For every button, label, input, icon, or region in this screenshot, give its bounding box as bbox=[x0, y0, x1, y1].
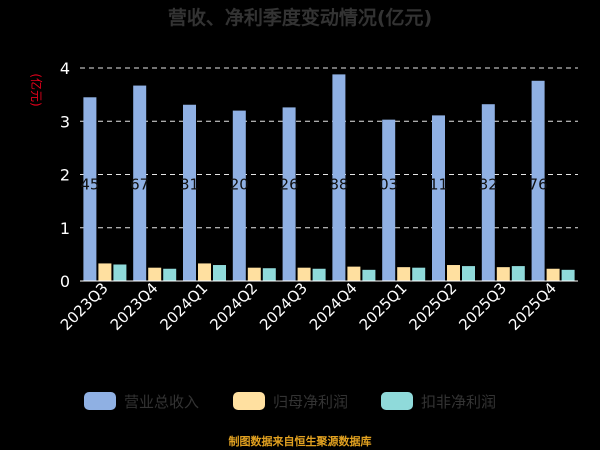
legend-item[interactable]: 营业总收入 bbox=[84, 392, 199, 411]
bar-net-profit bbox=[347, 266, 361, 281]
data-label: 31 bbox=[180, 175, 199, 193]
legend-swatch bbox=[84, 392, 116, 410]
bar-deducted-net-profit bbox=[262, 268, 276, 281]
y-tick-label: 4 bbox=[60, 59, 70, 78]
x-tick-label: 2024Q1 bbox=[157, 279, 212, 334]
bar-revenue bbox=[133, 85, 147, 281]
bar-revenue bbox=[83, 97, 97, 281]
bar-deducted-net-profit bbox=[362, 269, 376, 281]
source-note: 制图数据来自恒生聚源数据库 bbox=[229, 434, 372, 448]
chart-title: 营收、净利季度变动情况(亿元) bbox=[168, 6, 432, 29]
bar-revenue bbox=[382, 119, 396, 281]
bar-net-profit bbox=[247, 267, 261, 281]
data-label: 88 bbox=[329, 175, 348, 193]
x-tick-label: 2025Q4 bbox=[505, 279, 560, 334]
legend-label: 营业总收入 bbox=[124, 393, 199, 411]
x-tick-label: 2025Q3 bbox=[455, 279, 510, 334]
bar-net-profit bbox=[148, 267, 162, 281]
bar-revenue bbox=[232, 110, 246, 281]
y-tick-label: 3 bbox=[60, 112, 70, 131]
data-label: 03 bbox=[379, 175, 398, 193]
y-tick-label: 2 bbox=[60, 166, 70, 185]
data-label: 11 bbox=[429, 175, 448, 193]
y-tick-label: 0 bbox=[60, 272, 70, 291]
legend-swatch bbox=[233, 392, 265, 410]
data-label: 26 bbox=[280, 175, 299, 193]
x-tick-label: 2025Q2 bbox=[406, 279, 461, 334]
bar-net-profit bbox=[397, 267, 411, 281]
bar-net-profit bbox=[98, 263, 112, 281]
bar-revenue bbox=[432, 115, 445, 281]
bar-deducted-net-profit bbox=[113, 264, 127, 281]
bar-net-profit bbox=[447, 265, 460, 281]
bar-net-profit bbox=[496, 267, 510, 281]
x-tick-label: 2023Q4 bbox=[107, 279, 162, 334]
data-label: 45 bbox=[80, 175, 99, 193]
x-tick-label: 2024Q4 bbox=[306, 279, 361, 334]
bar-series bbox=[83, 74, 575, 282]
grid-lines bbox=[80, 67, 578, 229]
bar-deducted-net-profit bbox=[213, 265, 226, 281]
bar-net-profit bbox=[297, 267, 311, 281]
bar-revenue bbox=[481, 104, 495, 282]
x-tick-label: 2025Q1 bbox=[356, 279, 411, 334]
y-axis-label: (亿元) bbox=[29, 73, 44, 106]
legend-label: 扣非净利润 bbox=[421, 393, 496, 411]
data-labels: 45 67 31 20 26 88 03 11 32 76 bbox=[80, 175, 547, 193]
legend: 营业总收入 归母净利润 扣非净利润 bbox=[84, 392, 496, 411]
bar-deducted-net-profit bbox=[412, 267, 426, 281]
bar-revenue bbox=[531, 80, 545, 281]
x-axis-ticks: 2023Q32023Q42024Q12024Q22024Q32024Q42025… bbox=[57, 279, 560, 334]
bar-net-profit bbox=[198, 263, 211, 281]
data-label: 32 bbox=[479, 175, 498, 193]
y-tick-label: 1 bbox=[60, 219, 70, 238]
bar-net-profit bbox=[546, 268, 560, 281]
bar-deducted-net-profit bbox=[561, 269, 575, 281]
bar-deducted-net-profit bbox=[511, 266, 525, 281]
bar-revenue bbox=[282, 107, 296, 281]
bar-revenue bbox=[332, 74, 346, 281]
bar-revenue bbox=[183, 104, 196, 282]
x-tick-label: 2024Q2 bbox=[206, 279, 261, 334]
data-label: 76 bbox=[529, 175, 548, 193]
legend-item[interactable]: 扣非净利润 bbox=[381, 392, 496, 411]
bar-deducted-net-profit bbox=[163, 268, 177, 281]
x-tick-label: 2024Q3 bbox=[256, 279, 311, 334]
data-label: 20 bbox=[230, 175, 249, 193]
legend-item[interactable]: 归母净利润 bbox=[233, 392, 348, 411]
y-axis-ticks: 0 1 2 3 4 bbox=[60, 59, 70, 291]
legend-swatch bbox=[381, 392, 413, 410]
legend-label: 归母净利润 bbox=[273, 393, 348, 411]
bar-deducted-net-profit bbox=[462, 266, 475, 281]
data-label: 67 bbox=[130, 175, 149, 193]
bar-deducted-net-profit bbox=[312, 268, 326, 281]
